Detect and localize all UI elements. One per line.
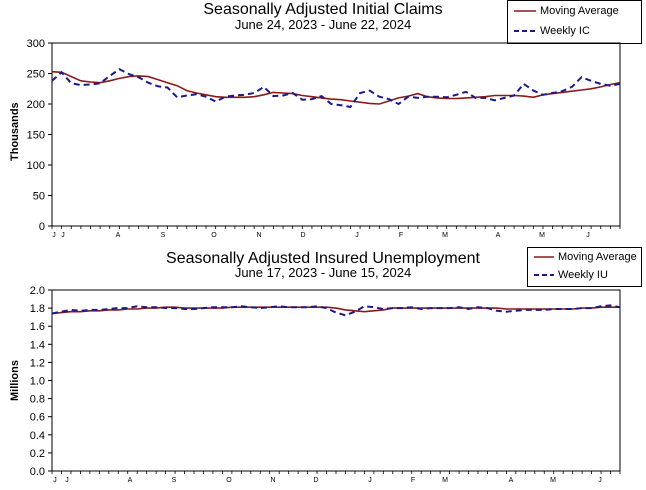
chart1-x-tick-label: S <box>161 232 166 239</box>
chart1-x-tick-label: M <box>442 232 448 239</box>
chart1-y-tick-label: 300 <box>27 38 45 50</box>
chart2-legend-label-ma: Moving Average <box>558 251 637 263</box>
chart1-x-tick-label: J <box>52 232 56 239</box>
chart1-x-tick-label: M <box>539 232 545 239</box>
chart1-legend-swatch-weekly <box>514 30 536 32</box>
chart2-plot-frame <box>51 289 621 472</box>
chart2-series-weekly-line <box>51 304 621 317</box>
chart1-plot-frame <box>51 42 621 227</box>
chart2-y-tick-label: 0.6 <box>30 412 45 424</box>
chart2-y-axis-label: Millions <box>9 360 21 401</box>
chart1-legend: Moving Average Weekly IC <box>507 0 642 44</box>
chart1-y-tick-label: 250 <box>27 69 45 81</box>
chart2-x-tick-label: F <box>411 477 415 484</box>
chart2-y-tick-label: 0.2 <box>30 448 45 460</box>
chart1-legend-item-ma: Moving Average <box>514 4 619 18</box>
chart2-y-tick-label: 0.8 <box>30 394 45 406</box>
chart1-x-tick-label: O <box>211 232 217 239</box>
chart2-y-tick-label: 0.0 <box>30 466 45 478</box>
chart1-title: Seasonally Adjusted Initial Claims <box>203 1 443 18</box>
chart1-y-tick-label: 50 <box>33 191 45 203</box>
chart2-x-tick-label: J <box>598 477 602 484</box>
chart1-x-tick-label: N <box>256 232 261 239</box>
chart1-x-tick-label: J <box>586 232 590 239</box>
chart2-series-moving-average-line <box>51 306 620 315</box>
chart2-y-tick-label: 1.8 <box>30 303 45 315</box>
chart2-x-tick-label: J <box>65 477 69 484</box>
chart2-x-tick-label: S <box>172 477 177 484</box>
chart1-y-tick-label: 100 <box>27 160 45 172</box>
chart1-x-tick-label: A <box>496 232 501 239</box>
chart1-x-tick-label: D <box>300 232 305 239</box>
chart2-y-tick-label: 0.4 <box>30 430 45 442</box>
chart1-legend-item-weekly: Weekly IC <box>514 24 590 38</box>
chart1-legend-label-weekly: Weekly IC <box>540 25 590 37</box>
chart2-x-tick-label: O <box>226 477 232 484</box>
chart1-x-tick-label: F <box>399 232 403 239</box>
chart2-x-tick-label: N <box>270 477 275 484</box>
chart1-y-tick-label: 0 <box>39 221 45 233</box>
chart2-y-tick-label: 2.0 <box>30 285 45 297</box>
chart2-y-tick-label: 1.2 <box>30 357 45 369</box>
chart2-subtitle: June 17, 2023 - June 15, 2024 <box>234 265 412 280</box>
chart2-x-tick-label: A <box>128 477 133 484</box>
chart1-y-tick-label: 150 <box>27 130 45 142</box>
chart1-series-moving-average-line <box>51 70 621 105</box>
chart1-subtitle: June 24, 2023 - June 22, 2024 <box>234 17 412 32</box>
chart2-x-tick-label: D <box>313 477 318 484</box>
chart2-legend-item-weekly: Weekly IU <box>534 268 608 282</box>
chart1-series-weekly-line <box>51 68 621 109</box>
chart1-x-tick-label: A <box>116 232 121 239</box>
chart2-legend: Moving Average Weekly IU <box>527 247 642 287</box>
chart2-y-tick-label: 1.6 <box>30 321 45 333</box>
chart2-title: Seasonally Adjusted Insured Unemployment <box>166 250 480 267</box>
chart2-legend-swatch-weekly <box>534 274 554 276</box>
chart2-legend-swatch-ma <box>534 256 554 258</box>
chart1-legend-swatch-ma <box>514 10 536 12</box>
chart2-legend-item-ma: Moving Average <box>534 250 637 264</box>
chart2-y-tick-label: 1.0 <box>30 376 45 388</box>
chart2-x-tick-label: A <box>509 477 514 484</box>
chart2-x-tick-label: M <box>550 477 556 484</box>
chart2-x-tick-label: J <box>368 477 372 484</box>
chart2-x-tick-label: M <box>442 477 448 484</box>
chart1-legend-label-ma: Moving Average <box>540 5 619 17</box>
chart1-x-tick-label: J <box>355 232 359 239</box>
chart2-x-tick-label: J <box>53 477 57 484</box>
chart2-y-tick-label: 1.4 <box>30 339 45 351</box>
chart2-legend-label-weekly: Weekly IU <box>558 269 608 281</box>
chart1-y-tick-label: 200 <box>27 99 45 111</box>
chart1-x-tick-label: J <box>61 232 65 239</box>
